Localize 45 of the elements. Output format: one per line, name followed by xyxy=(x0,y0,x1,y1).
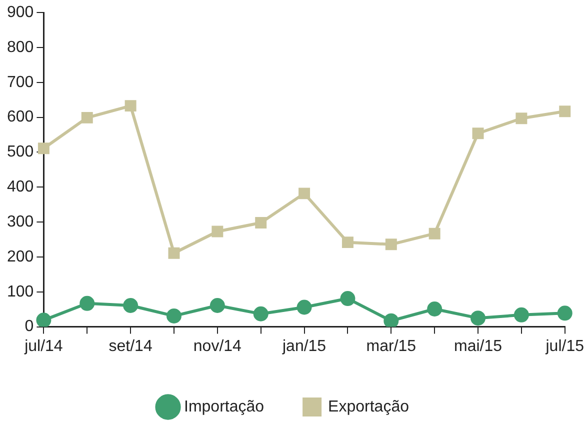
point xyxy=(298,188,310,200)
point xyxy=(212,226,224,238)
y-tick-label: 600 xyxy=(6,108,34,126)
point xyxy=(38,142,50,154)
x-tick-label: mar/15 xyxy=(366,338,416,355)
point xyxy=(80,296,95,311)
point xyxy=(427,301,442,316)
x-tick-label: jul/14 xyxy=(24,338,63,355)
y-tick-label: 0 xyxy=(24,318,34,336)
point xyxy=(123,298,138,314)
point xyxy=(516,112,528,124)
point xyxy=(470,310,486,326)
point xyxy=(253,306,268,322)
y-tick-label: 400 xyxy=(6,178,34,196)
point xyxy=(385,238,397,250)
point xyxy=(296,300,312,315)
point xyxy=(210,298,225,314)
y-tick-label: 800 xyxy=(6,38,34,56)
point xyxy=(559,106,571,118)
x-tick-label: nov/14 xyxy=(193,338,242,355)
point xyxy=(81,112,93,124)
y-tick-label: 100 xyxy=(6,283,34,300)
y-tick-label: 900 xyxy=(6,4,34,22)
y-tick-label: 500 xyxy=(6,144,34,161)
y-tick-label: 700 xyxy=(6,74,34,91)
point xyxy=(255,217,267,229)
point xyxy=(124,100,136,112)
x-tick-label: jul/15 xyxy=(544,338,584,355)
x-tick-label: set/14 xyxy=(108,338,152,355)
point xyxy=(168,247,180,259)
point xyxy=(557,306,572,321)
point xyxy=(340,291,356,306)
legend-label: Importação xyxy=(184,398,264,416)
point xyxy=(342,236,354,248)
point xyxy=(428,228,440,240)
legend-label: Exportação xyxy=(328,398,410,416)
point xyxy=(166,308,182,324)
y-tick-label: 300 xyxy=(6,213,34,230)
point xyxy=(384,313,399,327)
y-tick-label: 200 xyxy=(6,248,34,266)
point xyxy=(36,312,52,327)
point xyxy=(472,128,484,140)
point xyxy=(514,307,529,322)
x-tick-label: jan/15 xyxy=(281,338,326,355)
x-tick-label: mai/15 xyxy=(454,338,502,355)
